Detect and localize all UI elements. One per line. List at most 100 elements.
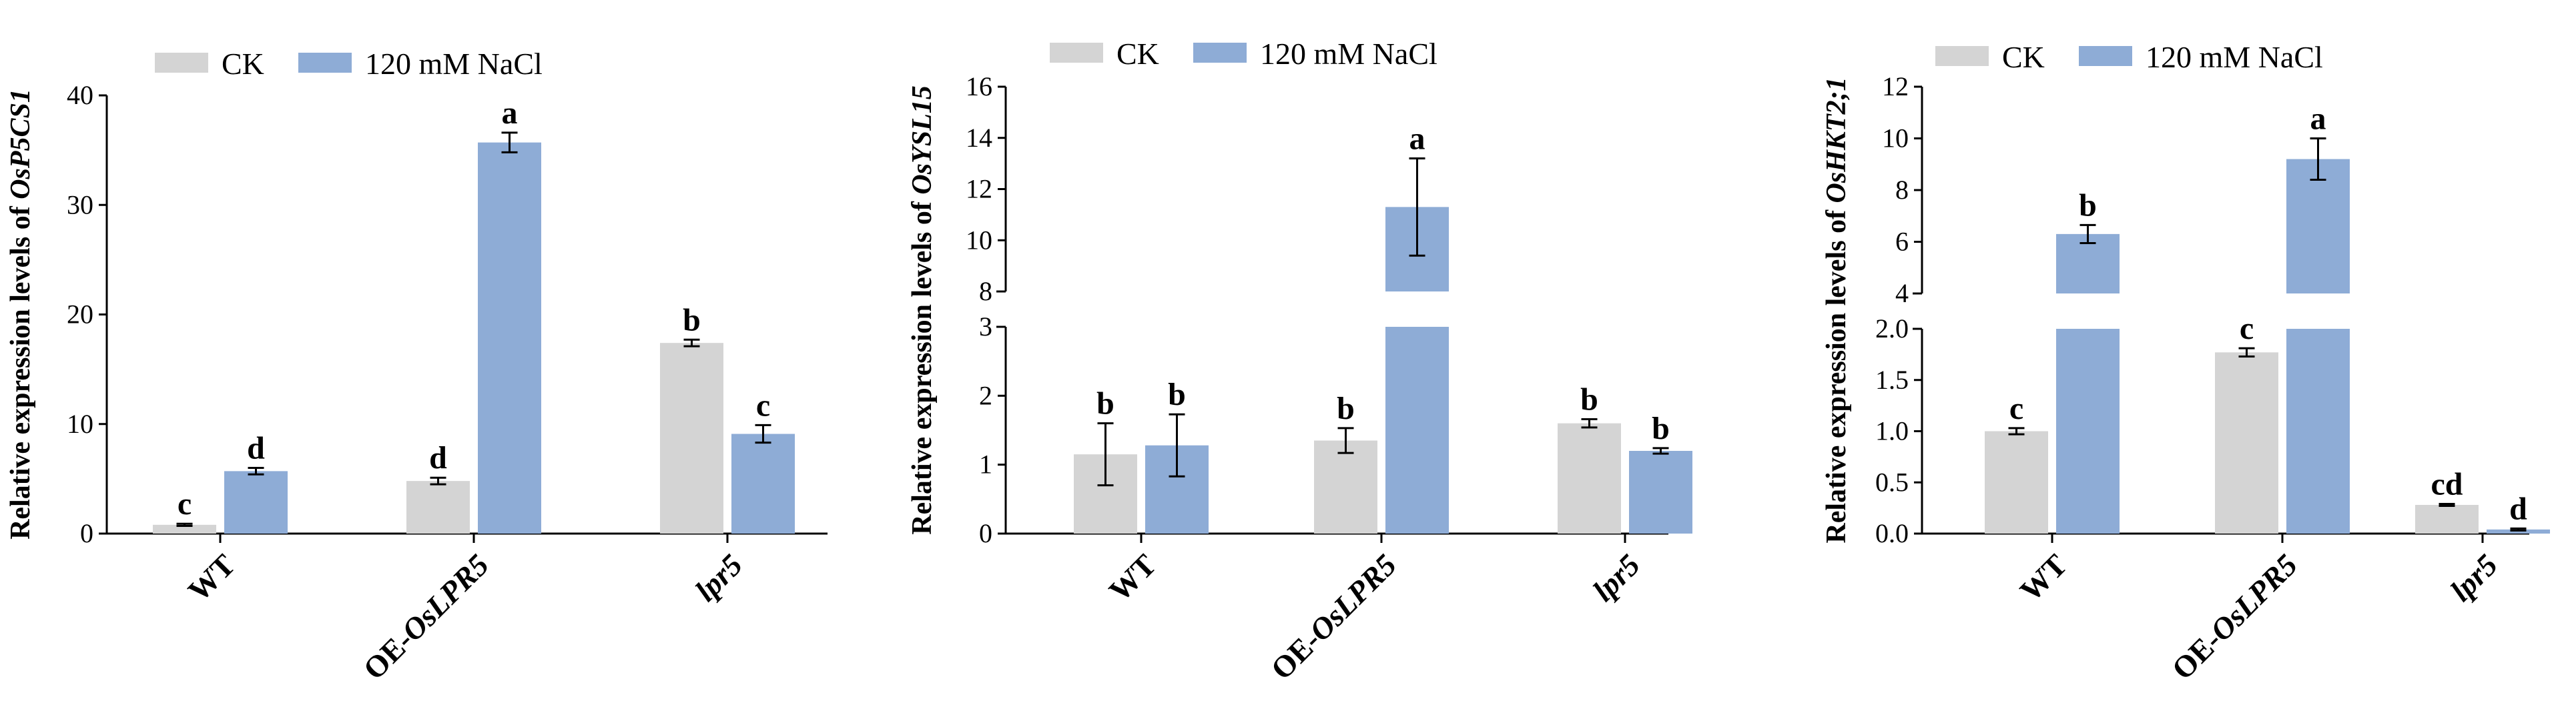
y-axis-label-prefix: Relative expression levels of <box>907 195 938 535</box>
y-tick-label: 0 <box>979 518 992 548</box>
bar-rect <box>153 524 216 534</box>
category-label-plain: WT <box>182 548 242 608</box>
significance-letter: c <box>178 486 192 522</box>
y-tick-label: 4 <box>1895 278 1909 308</box>
significance-letter: a <box>2310 101 2326 137</box>
bar-nacl <box>1385 157 1449 534</box>
category-label-italic: OsLPR5 <box>1303 548 1403 648</box>
legend-swatch-ck <box>1050 43 1103 63</box>
significance-letter: d <box>247 430 265 466</box>
significance-letter: b <box>1168 377 1186 412</box>
y-tick-label: 2 <box>979 380 992 410</box>
significance-letter: b <box>1337 391 1355 426</box>
y-axis-label: Relative expression levels of OsHKT2;1 <box>1821 77 1852 543</box>
bar-nacl <box>224 466 288 534</box>
bar-nacl <box>1145 413 1209 534</box>
bar-nacl <box>478 131 541 534</box>
legend-label-nacl: 120 mM NaCl <box>2146 40 2323 74</box>
legend-label-nacl: 120 mM NaCl <box>365 47 543 81</box>
significance-letter: b <box>1096 386 1114 422</box>
bar-nacl <box>2056 223 2120 534</box>
category-label-plain: WT <box>2013 548 2073 608</box>
bar-ck <box>1074 422 1137 534</box>
bar-ck <box>2415 502 2479 534</box>
bar-rect <box>1629 451 1692 534</box>
bar-nacl <box>2487 527 2550 534</box>
y-axis-label-prefix: Relative expression levels of <box>1821 203 1852 543</box>
legend: CK 120 mM NaCl <box>1935 40 2323 74</box>
bar-rect <box>406 481 470 534</box>
chart-panel-1: 0 10 20 30 40 Relative expression levels of O… <box>5 47 828 686</box>
category-label-italic: lpr5 <box>1586 548 1646 608</box>
legend-label-nacl: 120 mM NaCl <box>1260 37 1437 71</box>
y-tick-label: 10 <box>1882 123 1909 153</box>
y-tick-label: 14 <box>966 123 992 153</box>
y-tick-label: 16 <box>966 71 992 101</box>
y-axis-label: Relative expression levels of OsYSL15 <box>907 85 938 535</box>
bar-lower-segment <box>2056 329 2120 534</box>
legend-label-ck: CK <box>222 47 264 81</box>
y-tick-label: 12 <box>966 174 992 204</box>
bar-lower-segment <box>2286 329 2350 534</box>
bar-upper-segment <box>2286 159 2350 293</box>
legend-swatch-nacl <box>298 53 352 73</box>
y-axis-label-gene: OsP5CS1 <box>5 89 36 199</box>
y-tick-label: 6 <box>1895 227 1909 257</box>
y-tick-label: 20 <box>67 299 93 329</box>
y-tick-label: 1.0 <box>1875 416 1909 446</box>
y-tick-label: 1.5 <box>1875 365 1909 395</box>
legend-swatch-ck <box>1935 46 1989 66</box>
y-axis-label-prefix: Relative expression levels of <box>5 199 36 540</box>
bar-ck <box>1985 427 2048 534</box>
category-label: lpr5 <box>2444 548 2504 608</box>
significance-letter: a <box>502 95 518 131</box>
category-label-italic: lpr5 <box>2444 548 2504 608</box>
category-label: WT <box>182 548 242 608</box>
bar-rect <box>660 343 723 534</box>
category-label: lpr5 <box>1586 548 1646 608</box>
significance-letter: c <box>2009 391 2023 426</box>
significance-letter: c <box>756 388 770 423</box>
category-label-plain: WT <box>1102 548 1163 608</box>
bar-rect <box>731 434 795 534</box>
bar-nacl <box>1629 447 1692 534</box>
bar-rect <box>2415 505 2479 534</box>
y-tick-label: 12 <box>1882 71 1909 101</box>
y-tick-label: 10 <box>966 225 992 255</box>
y-axis-label-gene: OsYSL15 <box>907 85 938 194</box>
significance-letter: d <box>2509 491 2527 526</box>
bar-ck <box>1314 427 1377 534</box>
significance-letter: c <box>2240 311 2254 346</box>
legend-swatch-nacl <box>1193 43 1247 63</box>
bar-rect <box>1558 423 1621 534</box>
y-tick-label: 1 <box>979 450 992 480</box>
y-tick-label: 10 <box>67 409 93 439</box>
bar-ck <box>1558 418 1621 534</box>
y-axis-label-gene: OsHKT2;1 <box>1821 77 1852 203</box>
category-label: OE-OsLPR5 <box>2165 548 2304 686</box>
bar-rect <box>224 471 288 534</box>
bar-rect <box>2487 529 2550 534</box>
category-label: lpr5 <box>689 548 749 608</box>
legend: CK 120 mM NaCl <box>1050 37 1437 71</box>
y-tick-label: 8 <box>1895 175 1909 205</box>
y-tick-label: 2.0 <box>1875 313 1909 343</box>
y-tick-label: 8 <box>979 276 992 306</box>
bar-lower-segment <box>1385 327 1449 534</box>
category-label: WT <box>2013 548 2073 608</box>
bar-rect <box>1985 431 2048 534</box>
chart-panel-3: 0.0 0.5 1.0 1.5 2.0 4 6 8 10 12 Relative expressio… <box>1821 40 2550 686</box>
legend-label-ck: CK <box>1116 37 1159 71</box>
legend-swatch-nacl <box>2079 46 2132 66</box>
category-label: WT <box>1102 548 1163 608</box>
y-tick-label: 0.5 <box>1875 467 1909 497</box>
bar-rect <box>1314 440 1377 534</box>
y-tick-label: 0.0 <box>1875 518 1909 548</box>
y-tick-label: 30 <box>67 189 93 219</box>
category-label-italic: OsLPR5 <box>395 548 495 648</box>
category-label-italic: OsLPR5 <box>2204 548 2304 648</box>
bar-rect <box>478 142 541 534</box>
y-tick-label: 40 <box>67 80 93 110</box>
y-tick-label: 3 <box>979 311 992 341</box>
